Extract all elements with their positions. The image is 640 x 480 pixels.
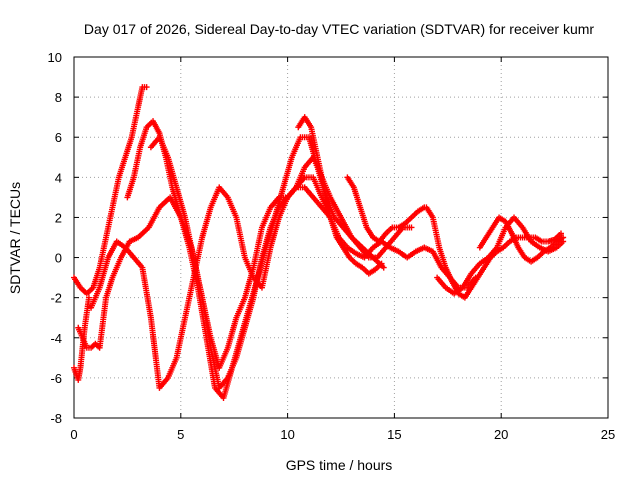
series-trace-11 (476, 214, 567, 265)
x-tick-label: 20 (494, 427, 508, 442)
data-points (71, 84, 567, 401)
data-point (378, 260, 385, 267)
x-tick-label: 15 (387, 427, 401, 442)
x-tick-label: 5 (177, 427, 184, 442)
data-point (143, 84, 150, 91)
data-point (85, 294, 92, 301)
series-trace-3 (75, 184, 334, 391)
y-tick-label: 2 (55, 210, 62, 225)
y-tick-label: 6 (55, 130, 62, 145)
plot-frame (73, 56, 609, 419)
y-tick-label: -6 (50, 371, 62, 386)
series-trace-1 (71, 84, 150, 297)
data-point (558, 230, 565, 237)
data-point (560, 234, 567, 241)
y-tick-label: -8 (50, 411, 62, 426)
y-tick-label: -2 (50, 291, 62, 306)
y-tick-label: -4 (50, 331, 62, 346)
tick-labels: 0 5 10 15 20 25 -8 -6 -4 -2 0 2 4 6 8 10 (48, 50, 616, 442)
data-point (380, 264, 387, 271)
grid-lines (74, 57, 608, 418)
y-tick-label: 4 (55, 170, 62, 185)
y-tick-label: 10 (48, 50, 62, 65)
x-tick-label: 0 (70, 427, 77, 442)
series-trace-8 (344, 174, 428, 245)
x-axis-label: GPS time / hours (286, 457, 393, 473)
y-tick-label: 0 (55, 251, 62, 266)
x-tick-label: 25 (601, 427, 615, 442)
y-axis-label: SDTVAR / TECUs (7, 182, 23, 294)
axis-ticks (73, 56, 609, 419)
series-trace-7 (295, 114, 385, 277)
chart-title: Day 017 of 2026, Sidereal Day-to-day VTE… (84, 21, 594, 37)
data-point (408, 224, 415, 231)
y-tick-label: 8 (55, 90, 62, 105)
x-tick-label: 10 (280, 427, 294, 442)
